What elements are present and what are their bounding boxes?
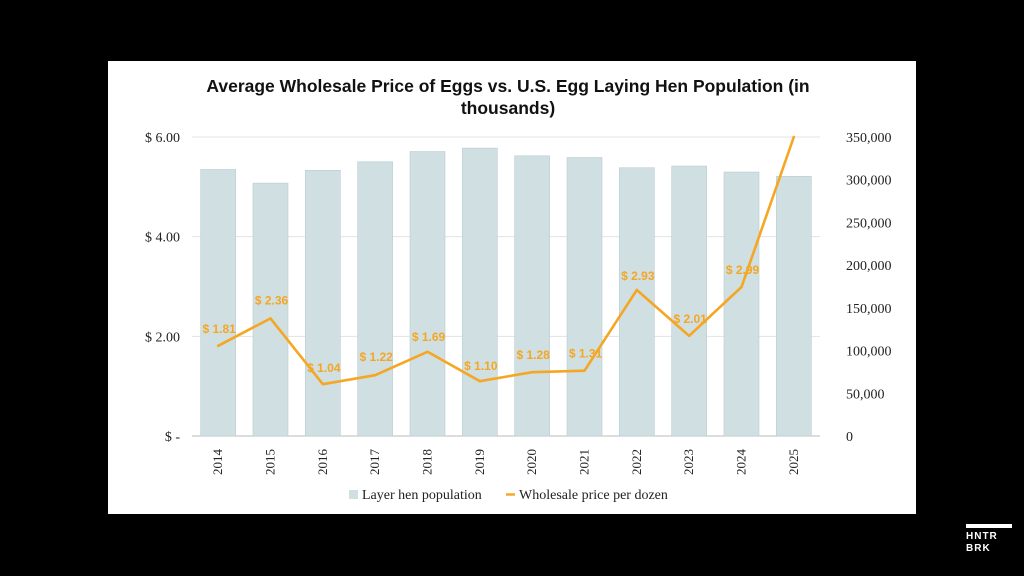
chart-title-line-1: Average Wholesale Price of Eggs vs. U.S.… bbox=[206, 76, 809, 96]
price-data-label-2015: $ 2.36 bbox=[255, 293, 289, 307]
gridlines bbox=[192, 136, 820, 437]
price-data-label-2018: $ 1.69 bbox=[412, 330, 446, 344]
x-tick-label-2017: 2017 bbox=[367, 449, 382, 476]
bar-2024 bbox=[723, 171, 760, 437]
right-y-tick-label: 200,000 bbox=[846, 259, 892, 274]
brand-logo-bar bbox=[966, 524, 1012, 528]
right-y-tick-label: 50,000 bbox=[846, 387, 885, 402]
right-y-tick-label: 100,000 bbox=[846, 345, 892, 360]
price-point-2020 bbox=[530, 371, 534, 374]
right-y-tick-label: 300,000 bbox=[846, 174, 892, 189]
bar-2015 bbox=[252, 182, 289, 437]
right-y-tick-label: 250,000 bbox=[846, 216, 892, 231]
left-y-axis: $ - $ 2.00 $ 4.00 $ 6.00 bbox=[145, 131, 180, 445]
chart-title-line-2: thousands) bbox=[461, 98, 555, 118]
bar-2021 bbox=[566, 157, 603, 437]
brand-logo: HNTR BRK bbox=[966, 524, 1014, 564]
bar-2014 bbox=[200, 169, 236, 437]
left-y-tick-label: $ 2.00 bbox=[145, 330, 180, 345]
x-tick-label-2022: 2022 bbox=[629, 449, 644, 475]
price-point-2024 bbox=[740, 285, 743, 289]
bar-2017 bbox=[357, 161, 393, 437]
bar-2016 bbox=[305, 170, 341, 437]
x-tick-label-2020: 2020 bbox=[524, 449, 539, 475]
x-tick-label-2018: 2018 bbox=[420, 449, 435, 475]
brand-logo-line1: HNTR bbox=[966, 531, 998, 542]
price-data-label-2023: $ 2.01 bbox=[673, 312, 707, 326]
price-data-label-2024: $ 2.99 bbox=[726, 263, 760, 277]
bar-2023 bbox=[671, 165, 707, 437]
price-point-2016 bbox=[321, 382, 325, 386]
x-tick-label-2025: 2025 bbox=[786, 449, 801, 475]
right-y-tick-label: 350,000 bbox=[846, 131, 892, 146]
price-data-label-2021: $ 1.31 bbox=[569, 347, 603, 361]
right-y-tick-label: 150,000 bbox=[846, 302, 892, 317]
left-y-tick-label: $ - bbox=[165, 430, 181, 445]
price-data-label-2017: $ 1.22 bbox=[359, 350, 393, 364]
x-tick-label-2019: 2019 bbox=[472, 449, 487, 475]
price-point-2017 bbox=[373, 374, 377, 377]
line-series-wholesale-price bbox=[216, 135, 796, 386]
price-point-2023 bbox=[687, 334, 691, 338]
legend-label-hen-population: Layer hen population bbox=[362, 488, 482, 503]
legend: Layer hen population Wholesale price per … bbox=[349, 488, 668, 503]
bar-series-layer-hen-population bbox=[200, 147, 812, 437]
left-y-tick-label: $ 4.00 bbox=[145, 231, 180, 246]
price-point-2021 bbox=[583, 369, 586, 372]
price-data-label-2014: $ 1.81 bbox=[202, 322, 236, 336]
price-data-label-2020: $ 1.28 bbox=[516, 348, 550, 362]
x-tick-label-2015: 2015 bbox=[263, 449, 278, 475]
legend-label-wholesale-price: Wholesale price per dozen bbox=[519, 488, 668, 503]
brand-logo-line2: BRK bbox=[966, 543, 991, 554]
left-y-tick-label: $ 6.00 bbox=[145, 131, 180, 146]
x-tick-label-2023: 2023 bbox=[681, 449, 696, 475]
legend-swatch-bar bbox=[349, 490, 358, 499]
chart-svg: Average Wholesale Price of Eggs vs. U.S.… bbox=[145, 76, 892, 503]
bar-2020 bbox=[514, 155, 550, 437]
price-line bbox=[216, 135, 796, 386]
bar-2025 bbox=[776, 175, 812, 437]
price-point-2019 bbox=[478, 379, 482, 383]
price-point-2025 bbox=[792, 135, 796, 139]
price-point-2014 bbox=[216, 344, 220, 348]
chart-title: Average Wholesale Price of Eggs vs. U.S.… bbox=[206, 76, 809, 118]
bar-2019 bbox=[462, 147, 498, 437]
x-tick-label-2021: 2021 bbox=[577, 449, 592, 475]
price-data-label-2022: $ 2.93 bbox=[621, 269, 655, 283]
right-y-axis: 0 50,000 100,000 150,000 200,000 250,000 300,0… bbox=[846, 131, 892, 445]
x-tick-label-2024: 2024 bbox=[734, 449, 749, 476]
right-y-tick-label: 0 bbox=[846, 430, 853, 445]
data-labels: $ 1.81 $ 2.36 $ 1.04 $ 1.22 $ 1.69 $ 1.10 $ 1.… bbox=[202, 263, 759, 375]
price-point-2015 bbox=[269, 317, 272, 320]
price-data-label-2016: $ 1.04 bbox=[307, 361, 341, 375]
x-tick-label-2016: 2016 bbox=[315, 449, 330, 476]
x-axis: 2014 2015 2016 2017 2018 2019 2020 2021 2022 2023… bbox=[210, 449, 801, 476]
chart-panel: Average Wholesale Price of Eggs vs. U.S.… bbox=[108, 61, 916, 514]
bar-2018 bbox=[409, 151, 446, 437]
x-tick-label-2014: 2014 bbox=[210, 449, 225, 476]
price-data-label-2019: $ 1.10 bbox=[464, 359, 498, 373]
price-point-2018 bbox=[426, 350, 429, 353]
price-point-2022 bbox=[635, 288, 639, 292]
